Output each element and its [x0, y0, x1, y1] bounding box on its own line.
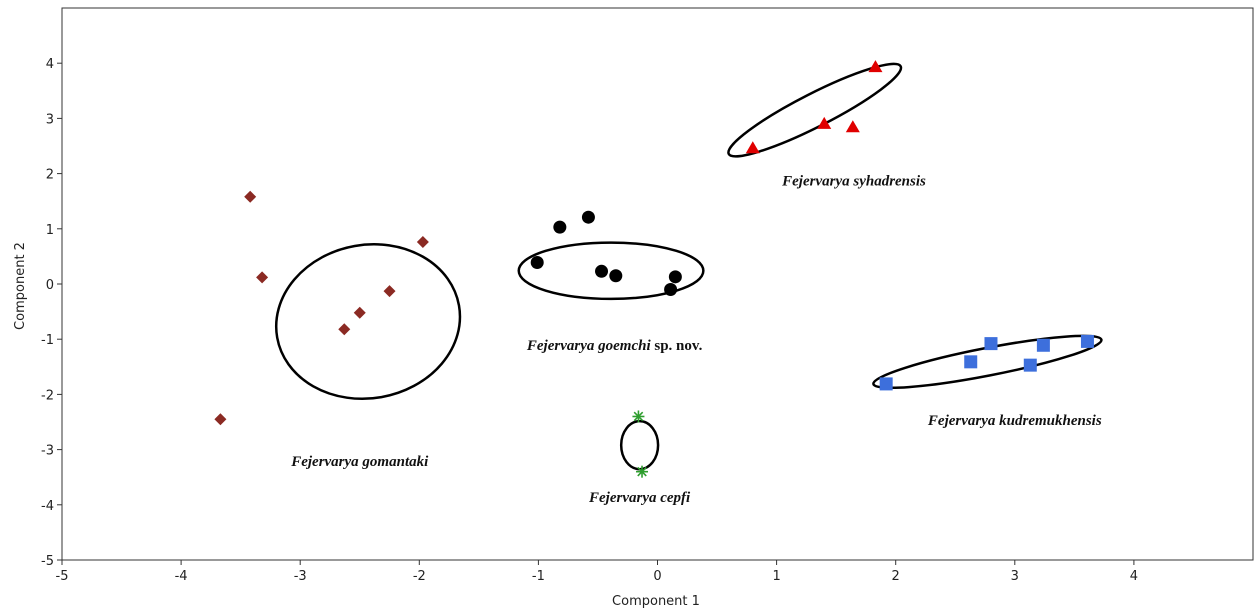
point-kudremukhensis: [1080, 334, 1094, 348]
x-tick-label: 3: [1011, 569, 1019, 584]
point-goemchi: [553, 220, 567, 234]
plot-area-frame: [61, 7, 1254, 561]
x-tick-label: -4: [175, 569, 188, 584]
point-gomantaki: [256, 271, 269, 284]
ellipse-goemchi: [517, 241, 705, 301]
point-syhadrensis: [845, 120, 860, 133]
y-tick-label: 3: [46, 112, 54, 127]
x-tick-label: -5: [56, 569, 69, 584]
point-syhadrensis: [745, 141, 760, 154]
point-goemchi: [530, 255, 544, 269]
point-kudremukhensis: [1036, 338, 1050, 352]
y-tick-label: -4: [41, 499, 54, 514]
y-axis-title: Component 2: [13, 242, 28, 330]
y-axis: -5 -4 -3 -2 -1 0 1 2 3 4: [41, 57, 62, 569]
point-kudremukhensis: [879, 377, 893, 391]
x-tick-label: -2: [413, 569, 426, 584]
label-suffix: sp. nov.: [651, 338, 703, 354]
x-tick-label: 1: [772, 569, 780, 584]
y-tick-label: -3: [41, 444, 54, 459]
point-gomantaki: [338, 323, 351, 336]
label-syhadrensis: Fejervarya syhadrensis: [781, 174, 926, 190]
label-cepfi: Fejervarya cepfi: [588, 490, 691, 506]
point-gomantaki: [353, 306, 366, 319]
y-tick-label: 0: [46, 278, 54, 293]
label-goemchi: Fejervarya goemchi sp. nov.: [526, 338, 703, 354]
x-axis: -5 -4 -3 -2 -1 0 1 2 3 4: [56, 560, 1138, 584]
point-cepfi: [632, 410, 645, 423]
x-tick-label: 4: [1130, 569, 1138, 584]
x-tick-label: 0: [653, 569, 661, 584]
point-goemchi: [581, 210, 595, 224]
y-tick-label: 4: [46, 57, 54, 72]
y-tick-label: -5: [41, 554, 54, 569]
x-axis-title: Component 1: [612, 594, 700, 609]
x-tick-label: 2: [892, 569, 900, 584]
point-gomantaki: [214, 413, 227, 426]
ellipse-kudremukhensis: [872, 334, 1103, 390]
point-goemchi: [595, 264, 609, 278]
y-tick-label: -1: [41, 333, 54, 348]
x-tick-label: -3: [294, 569, 307, 584]
point-syhadrensis: [868, 60, 883, 73]
ellipse-gomantaki: [274, 243, 462, 401]
group-labels: Fejervarya gomantaki Fejervarya goemchi s…: [290, 174, 1102, 506]
label-gomantaki: Fejervarya gomantaki: [290, 454, 429, 470]
point-kudremukhensis: [984, 337, 998, 351]
group-ellipses: [274, 62, 1103, 471]
data-points: [214, 60, 1094, 478]
y-tick-label: 1: [46, 223, 54, 238]
point-gomantaki: [244, 190, 257, 203]
point-goemchi: [664, 283, 678, 297]
point-gomantaki: [383, 285, 396, 298]
y-tick-label: -2: [41, 388, 54, 403]
point-gomantaki: [416, 236, 429, 249]
x-tick-label: -1: [532, 569, 545, 584]
label-kudremukhensis: Fejervarya kudremukhensis: [927, 413, 1102, 429]
point-syhadrensis: [817, 116, 832, 129]
point-kudremukhensis: [964, 355, 978, 369]
y-tick-label: 2: [46, 168, 54, 183]
point-cepfi: [636, 465, 649, 478]
point-goemchi: [668, 270, 682, 284]
point-goemchi: [609, 269, 623, 283]
ellipse-cepfi: [619, 419, 660, 471]
point-kudremukhensis: [1023, 358, 1037, 372]
